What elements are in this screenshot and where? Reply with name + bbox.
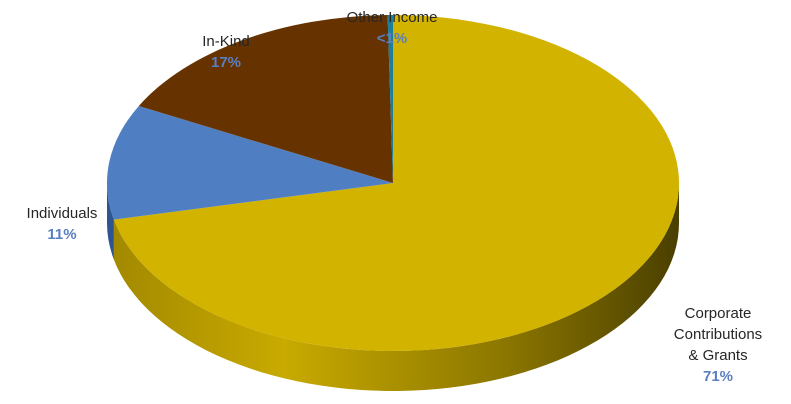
- label-corporate-contributions-grants: Corporate Contributions & Grants 71%: [674, 305, 762, 385]
- slice-label-text: In-Kind: [202, 33, 250, 50]
- pie-slice-individuals: [106, 105, 393, 220]
- slice-percent-label: <1%: [377, 30, 407, 47]
- slice-label-text: Other Income: [347, 9, 438, 26]
- slice-percent-label: 17%: [211, 54, 241, 71]
- pie-side-corporate-contributions-grants: [113, 183, 679, 392]
- pie-side-individuals: [107, 183, 114, 260]
- pie-labels: Corporate Contributions & Grants 71% Individ…: [27, 9, 763, 385]
- pie-slice-in-kind: [138, 15, 393, 183]
- pie-slice-corporate-contributions-grants: [113, 15, 680, 352]
- pie-slice-other-income: [387, 15, 393, 183]
- label-in-kind: In-Kind 17%: [202, 33, 250, 71]
- slice-percent-label: 11%: [47, 226, 76, 243]
- slice-percent-label: 71%: [703, 368, 733, 385]
- slice-label-text: Individuals: [27, 205, 98, 222]
- slice-label-text: Corporate: [685, 305, 752, 322]
- label-other-income: Other Income <1%: [347, 9, 438, 47]
- pie-top-face: [106, 15, 680, 352]
- slice-label-text: Contributions: [674, 326, 762, 343]
- pie-side-wall: [107, 183, 679, 392]
- label-individuals: Individuals 11%: [27, 205, 98, 243]
- slice-label-text: & Grants: [688, 347, 747, 364]
